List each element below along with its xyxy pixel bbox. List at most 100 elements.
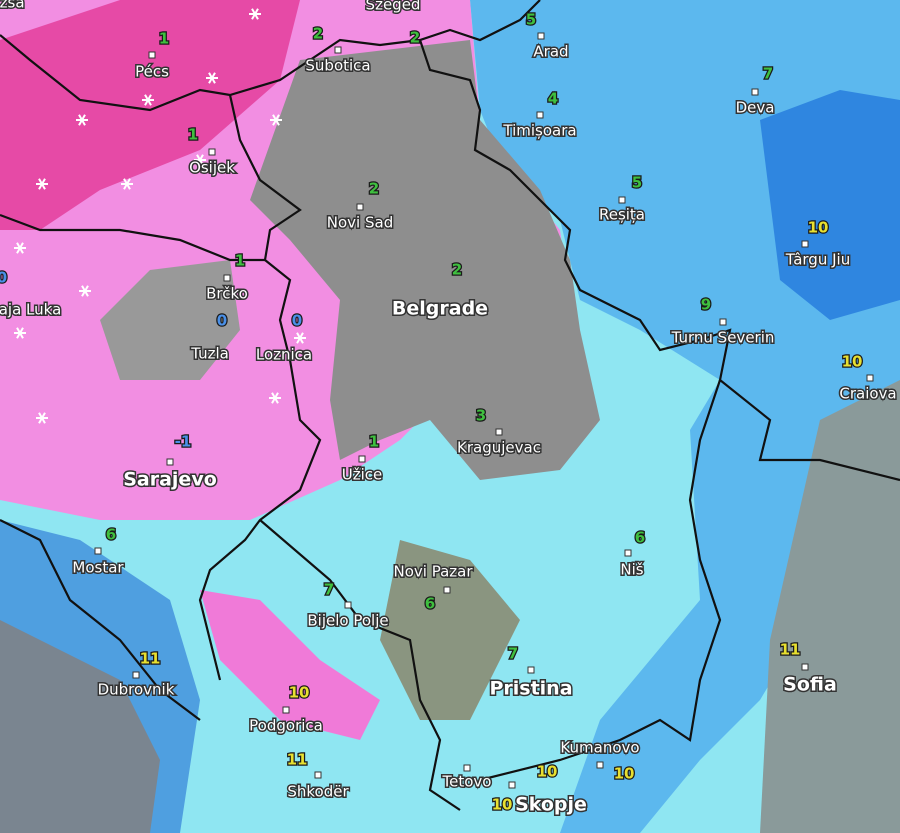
temperature: 11: [780, 641, 801, 659]
city-label: Timișoara: [502, 122, 576, 140]
city-label: Niš: [620, 561, 643, 579]
region-deep-pink: [0, 0, 300, 230]
temperature: 1: [235, 252, 245, 270]
city-dot: [132, 671, 140, 679]
region-pink-south: [200, 590, 380, 740]
city-dot: [463, 764, 471, 772]
temperature: 3: [476, 407, 486, 425]
city-dot: [801, 663, 809, 671]
snow-stroke: [251, 8, 259, 20]
temperature: -1: [175, 433, 192, 451]
city-dot: [495, 428, 503, 436]
city-label: Kragujevac: [457, 439, 541, 457]
temperature: 2: [410, 29, 420, 47]
city-label: Sarajevo: [123, 469, 217, 491]
temperature: 6: [106, 526, 116, 544]
city-dot: [334, 46, 342, 54]
city-dot: [618, 196, 626, 204]
city-dot: [282, 706, 290, 714]
temperature: 1: [159, 30, 169, 48]
temperature: 10: [614, 765, 635, 783]
snow-stroke: [272, 114, 280, 126]
snow-stroke: [123, 178, 131, 190]
city-label: Arad: [533, 43, 568, 61]
city-dot: [148, 51, 156, 59]
city-label: Szeged: [366, 0, 421, 14]
city-dot: [536, 111, 544, 119]
city-label: Loznica: [256, 346, 312, 364]
city-label: izsa: [0, 0, 25, 12]
city-dot: [314, 771, 322, 779]
temperature: 4: [548, 90, 558, 108]
temperature: 2: [369, 180, 379, 198]
city-dot: [443, 586, 451, 594]
city-label: Târgu Jiu: [785, 251, 850, 269]
city-dot: [508, 781, 516, 789]
temperature: 9: [701, 296, 711, 314]
snow-stroke: [78, 114, 86, 126]
city-label: Kumanovo: [560, 739, 639, 757]
city-dot: [208, 148, 216, 156]
temperature: 10: [808, 219, 829, 237]
temperature: 7: [324, 581, 334, 599]
snow-stroke: [271, 392, 279, 404]
city-label: Skopje: [515, 794, 587, 816]
temperature: 10: [289, 684, 310, 702]
city-dot: [751, 88, 759, 96]
snow-stroke: [296, 332, 304, 344]
temperature: 0: [0, 269, 7, 287]
temperature: 11: [287, 751, 308, 769]
city-dot: [223, 274, 231, 282]
region-gray: [250, 40, 600, 480]
city-label: Brčko: [206, 285, 248, 303]
snow-stroke: [196, 154, 204, 166]
temperature: 1: [188, 126, 198, 144]
city-label: Reșița: [599, 206, 645, 224]
city-dot: [527, 666, 535, 674]
city-label: Shkodër: [287, 783, 349, 801]
region-deep-blue: [760, 90, 900, 320]
city-label: Tuzla: [190, 345, 229, 363]
temperature: 0: [292, 312, 302, 330]
temperature: 5: [632, 174, 642, 192]
city-label: Sofia: [783, 674, 837, 696]
temperature: 10: [842, 353, 863, 371]
city-dot: [866, 374, 874, 382]
city-label: Dubrovnik: [98, 681, 175, 699]
temperature: 10: [537, 763, 558, 781]
city-dot: [166, 458, 174, 466]
snow-stroke: [208, 72, 216, 84]
temperature: 2: [313, 25, 323, 43]
city-label: Mostar: [72, 559, 124, 577]
city-label: Deva: [736, 99, 775, 117]
city-label: Podgorica: [249, 717, 323, 735]
temperature: 7: [508, 645, 518, 663]
borders: [0, 0, 900, 811]
temperature: 11: [140, 650, 161, 668]
snow-icons: [14, 8, 306, 424]
snow-stroke: [16, 327, 24, 339]
city-label: Pécs: [135, 63, 169, 81]
city-dot: [358, 455, 366, 463]
city-label: Novi Pazar: [393, 563, 473, 581]
city-dot: [719, 318, 727, 326]
city-dot: [537, 32, 545, 40]
city-label: Craiova: [839, 385, 896, 403]
city-label: Subotica: [305, 57, 370, 75]
temperature: 6: [425, 595, 435, 613]
temperature: 5: [526, 11, 536, 29]
city-dot: [801, 240, 809, 248]
city-label: Pristina: [489, 678, 572, 700]
city-label: Belgrade: [392, 298, 488, 320]
city-dot: [94, 547, 102, 555]
snow-stroke: [16, 242, 24, 254]
city-label: Užice: [342, 466, 383, 484]
snow-stroke: [38, 178, 46, 190]
city-label: Turnu Severin: [671, 329, 775, 347]
city-label: Tetovo: [442, 773, 492, 791]
region-gray-west: [100, 260, 240, 380]
city-dot: [356, 203, 364, 211]
city-dot: [596, 761, 604, 769]
snow-stroke: [38, 412, 46, 424]
